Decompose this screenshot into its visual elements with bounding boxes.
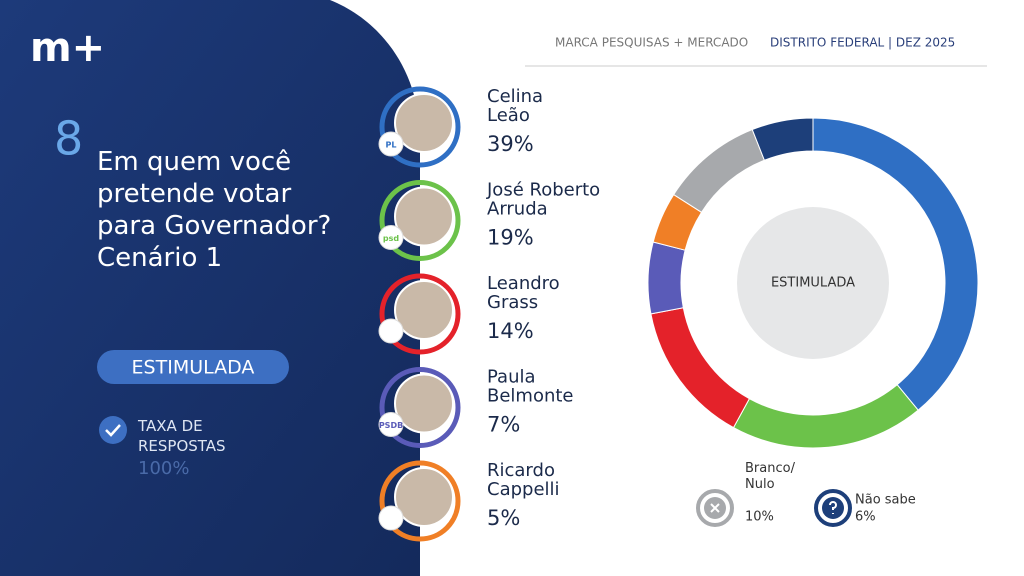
donut-slice (751, 117, 814, 161)
response-value: 100% (138, 458, 189, 479)
candidate-percent: 14% (487, 319, 534, 343)
photo (394, 280, 454, 340)
response-label: TAXA DE RESPOSTAS (137, 417, 226, 455)
candidate-name: Leandro Grass (487, 273, 560, 313)
candidate-percent: 39% (487, 132, 534, 156)
ring (379, 180, 461, 261)
legend-value: 10% (745, 510, 774, 525)
photo (394, 93, 454, 153)
legend-glyph (710, 503, 720, 513)
header-source: MARCA PESQUISAS + MERCADO (555, 36, 748, 50)
ring (379, 273, 461, 355)
party-label: PL (386, 141, 397, 150)
party-label: PSDB (379, 421, 403, 430)
badge-text: ESTIMULADA (132, 357, 255, 379)
photo (394, 186, 454, 247)
ring (379, 367, 461, 448)
photo (394, 373, 454, 434)
ring (379, 460, 461, 542)
legend-glyph (829, 501, 837, 514)
candidate-percent: 7% (487, 413, 520, 437)
legend-label: Não sabe (855, 493, 916, 508)
donut-slice (647, 241, 686, 315)
photo (394, 467, 454, 527)
candidate-percent: 5% (487, 506, 520, 530)
header-scope: DISTRITO FEDERAL | DEZ 2025 (770, 36, 955, 50)
legend-value: 6% (855, 510, 876, 525)
party-badge (378, 225, 404, 250)
donut-center-label: ESTIMULADA (771, 276, 855, 291)
party-badge (378, 412, 404, 437)
question-number: 8 (54, 112, 83, 166)
left-panel (0, 0, 420, 576)
badge (97, 350, 289, 384)
candidate-name: Celina Leão (487, 86, 543, 126)
candidate-name: José Roberto Arruda (486, 180, 600, 220)
check-mark (105, 424, 121, 437)
ring (379, 86, 461, 168)
party-label: psd (383, 234, 399, 243)
candidate-name: Paula Belmonte (487, 367, 574, 407)
donut-slice (672, 128, 766, 213)
party-badge (378, 318, 404, 344)
donut-center (737, 207, 889, 359)
party-badge (378, 131, 404, 157)
question-text: Em quem você pretende votar para Governado… (97, 147, 331, 273)
legend-label: Branco/Nulo (745, 461, 796, 492)
party-badge (378, 505, 404, 531)
check-icon (99, 416, 127, 444)
donut-slice (650, 307, 751, 429)
candidate-name: Ricardo Cappelli (487, 460, 560, 500)
candidate-percent: 19% (487, 226, 534, 250)
logo: m+ (30, 25, 105, 71)
donut-slice (732, 384, 919, 449)
